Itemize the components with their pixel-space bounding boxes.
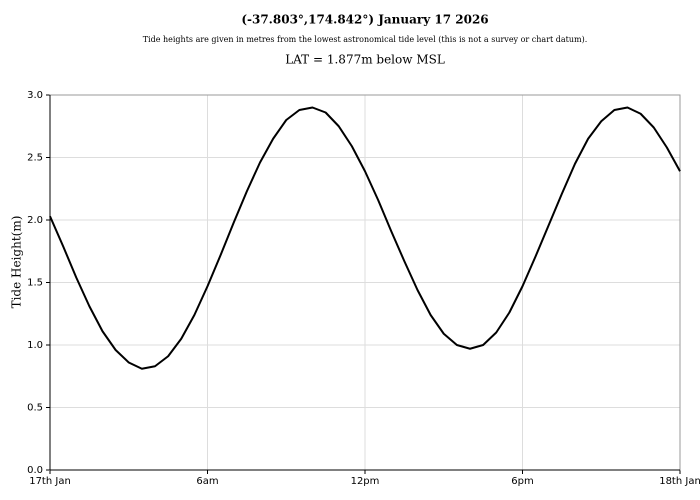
x-tick-label: 12pm bbox=[351, 476, 380, 487]
y-tick-label: 1.0 bbox=[27, 340, 43, 351]
x-tick-label: 18th Jan bbox=[659, 476, 700, 487]
y-tick-label: 0.5 bbox=[27, 403, 43, 414]
x-tick-label: 17th Jan bbox=[29, 476, 71, 487]
x-tick-label: 6pm bbox=[511, 476, 533, 487]
y-axis-label: Tide Height(m) bbox=[10, 216, 24, 309]
y-tick-label: 2.0 bbox=[27, 215, 43, 226]
tide-line bbox=[49, 106, 681, 370]
chart-subtitle: Tide heights are given in metres from th… bbox=[143, 35, 588, 44]
y-tick-label: 0.0 bbox=[27, 465, 43, 476]
y-tick-label: 2.5 bbox=[27, 153, 43, 164]
annotation: LAT = 1.877m below MSL bbox=[285, 53, 445, 67]
y-tick-label: 3.0 bbox=[27, 90, 43, 101]
chart-title: (-37.803°,174.842°) January 17 2026 bbox=[241, 13, 488, 27]
x-tick-label: 6am bbox=[196, 476, 218, 487]
y-tick-label: 1.5 bbox=[27, 278, 43, 289]
